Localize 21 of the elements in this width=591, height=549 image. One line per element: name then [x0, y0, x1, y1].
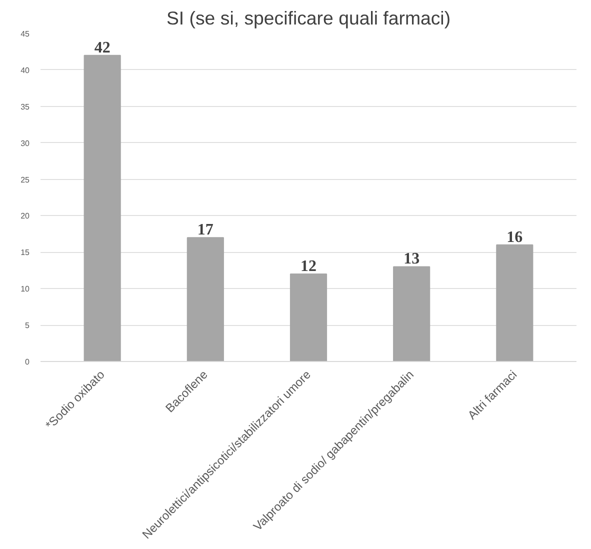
- bar: [186, 237, 224, 362]
- y-tick-label: 25: [20, 175, 30, 184]
- bar: [393, 266, 430, 362]
- data-label: 17: [197, 222, 214, 239]
- bar: [84, 54, 121, 362]
- chart-title: SI (se si, specificare quali farmaci): [166, 8, 451, 28]
- y-tick-label: 45: [20, 30, 30, 38]
- y-tick-label: 40: [20, 66, 30, 75]
- y-tick-label: 0: [25, 358, 30, 366]
- y-tick-label: 20: [20, 212, 30, 221]
- data-label: 12: [300, 258, 316, 276]
- y-tick-label: 15: [20, 248, 30, 258]
- y-tick-label: 30: [20, 138, 30, 148]
- y-tick-label: 10: [20, 284, 30, 294]
- bar: [290, 274, 328, 362]
- data-label: 16: [506, 228, 523, 246]
- data-label: 13: [404, 250, 420, 268]
- bar: [496, 244, 534, 362]
- y-tick-label: 35: [20, 102, 30, 112]
- y-tick-label: 5: [25, 321, 30, 330]
- data-label: 42: [94, 39, 110, 56]
